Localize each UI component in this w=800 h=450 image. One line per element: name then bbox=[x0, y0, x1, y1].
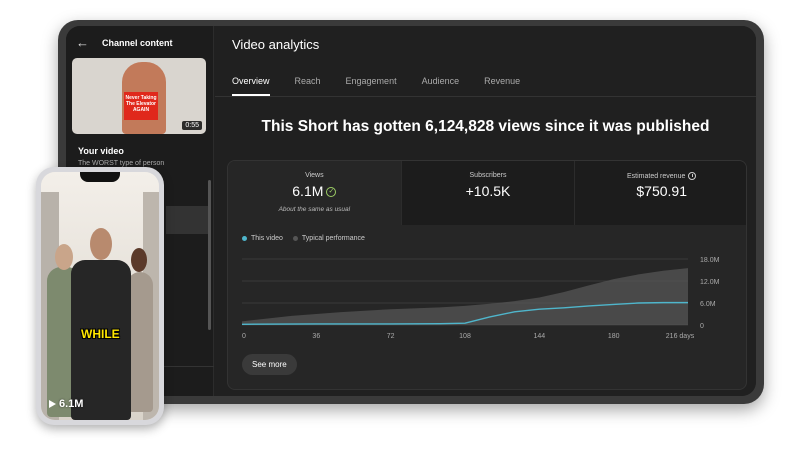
views-chart[interactable]: 0 6.0M 12.0M 18.0M 0 36 72 108 144 180 216 days bbox=[228, 245, 747, 350]
phone-view-count: 6.1M bbox=[49, 398, 83, 410]
typical-performance-area bbox=[242, 268, 688, 325]
typical-dot-icon bbox=[292, 236, 298, 241]
analytics-main: Video analytics Overview Reach Engagemen… bbox=[215, 26, 756, 396]
chart-legend: This video Typical performance bbox=[242, 235, 365, 242]
views-value-wrap: 6.1M ✓ bbox=[228, 183, 401, 199]
video-thumbnail[interactable]: Never Taking The Elevator AGAIN 0:55 bbox=[72, 58, 206, 134]
x-tick-label: 180 bbox=[608, 333, 620, 340]
phone-screen: WHILE 6.1M bbox=[41, 172, 159, 420]
views-headline: This Short has gotten 6,124,828 views si… bbox=[261, 118, 710, 135]
figure-right-head bbox=[131, 248, 147, 272]
tablet-screen: ← Channel content Never Taking The Eleva… bbox=[66, 26, 756, 396]
phone-notch bbox=[80, 172, 120, 182]
figure-center bbox=[71, 260, 131, 420]
metric-subscribers[interactable]: Subscribers +10.5K bbox=[400, 161, 575, 225]
check-circle-icon: ✓ bbox=[326, 187, 337, 198]
clock-icon bbox=[688, 172, 697, 180]
tablet-frame: ← Channel content Never Taking The Eleva… bbox=[58, 20, 764, 404]
page-title: Video analytics bbox=[232, 37, 320, 52]
metrics-row: Views 6.1M ✓ About the same as usual Subs… bbox=[228, 161, 746, 225]
tab-overview[interactable]: Overview bbox=[232, 76, 270, 96]
revenue-value: $750.91 bbox=[636, 183, 687, 199]
subscribers-value: +10.5K bbox=[465, 183, 511, 199]
sidebar-title: Channel content bbox=[102, 38, 173, 48]
sidebar-header: ← Channel content bbox=[76, 36, 173, 50]
legend-typical-label: Typical performance bbox=[301, 235, 365, 242]
tabs-divider bbox=[215, 96, 756, 97]
legend-typical: Typical performance bbox=[292, 235, 365, 242]
overview-card: Views 6.1M ✓ About the same as usual Subs… bbox=[227, 160, 747, 390]
tab-engagement[interactable]: Engagement bbox=[345, 76, 397, 86]
see-more-button[interactable]: See more bbox=[242, 354, 297, 375]
metric-views[interactable]: Views 6.1M ✓ About the same as usual bbox=[228, 161, 401, 225]
views-label: Views bbox=[305, 172, 324, 179]
y-tick-label: 18.0M bbox=[700, 257, 720, 264]
y-tick-label: 6.0M bbox=[700, 301, 716, 308]
video-title: The WORST type of person bbox=[78, 160, 165, 167]
caption-text: WHILE bbox=[81, 327, 120, 341]
legend-this-video-label: This video bbox=[251, 235, 283, 242]
x-tick-label: 216 days bbox=[666, 333, 695, 340]
legend-this-video: This video bbox=[242, 235, 283, 242]
back-arrow-icon[interactable]: ← bbox=[76, 35, 89, 50]
revenue-label: Estimated revenue bbox=[626, 172, 686, 180]
y-tick-label: 12.0M bbox=[700, 279, 720, 286]
figure-center-head bbox=[90, 228, 112, 260]
figure-right bbox=[127, 272, 153, 412]
tab-reach[interactable]: Reach bbox=[294, 76, 321, 86]
x-tick-label: 36 bbox=[312, 333, 320, 340]
x-tick-label: 0 bbox=[242, 333, 246, 340]
phone-frame: WHILE 6.1M bbox=[36, 167, 164, 425]
sidebar-scrollbar[interactable] bbox=[208, 180, 211, 330]
your-video-label: Your video bbox=[78, 146, 124, 156]
revenue-label-wrap: Estimated revenue bbox=[575, 172, 746, 180]
sidebar-active-item[interactable] bbox=[166, 206, 208, 234]
phone-views-value: 6.1M bbox=[59, 398, 84, 410]
video-duration: 0:55 bbox=[182, 121, 202, 130]
tab-revenue[interactable]: Revenue bbox=[484, 76, 521, 86]
x-tick-label: 108 bbox=[459, 333, 471, 340]
this-video-line bbox=[241, 301, 688, 325]
tab-audience[interactable]: Audience bbox=[421, 76, 460, 86]
analytics-tabs: Overview Reach Engagement Audience Reven… bbox=[232, 76, 545, 96]
play-icon bbox=[49, 400, 56, 408]
this-video-dot-icon bbox=[242, 236, 247, 241]
subscribers-label: Subscribers bbox=[469, 172, 507, 179]
metric-revenue[interactable]: Estimated revenue $750.91 bbox=[574, 161, 746, 225]
x-tick-label: 144 bbox=[533, 333, 545, 340]
thumbnail-sign: Never Taking The Elevator AGAIN bbox=[124, 92, 158, 120]
x-tick-label: 72 bbox=[387, 333, 395, 340]
short-video-frame[interactable] bbox=[41, 172, 159, 420]
views-comparison: About the same as usual bbox=[278, 206, 351, 213]
figure-left-head bbox=[55, 244, 73, 270]
views-value: 6.1M bbox=[292, 183, 324, 199]
y-tick-label: 0 bbox=[700, 323, 704, 330]
